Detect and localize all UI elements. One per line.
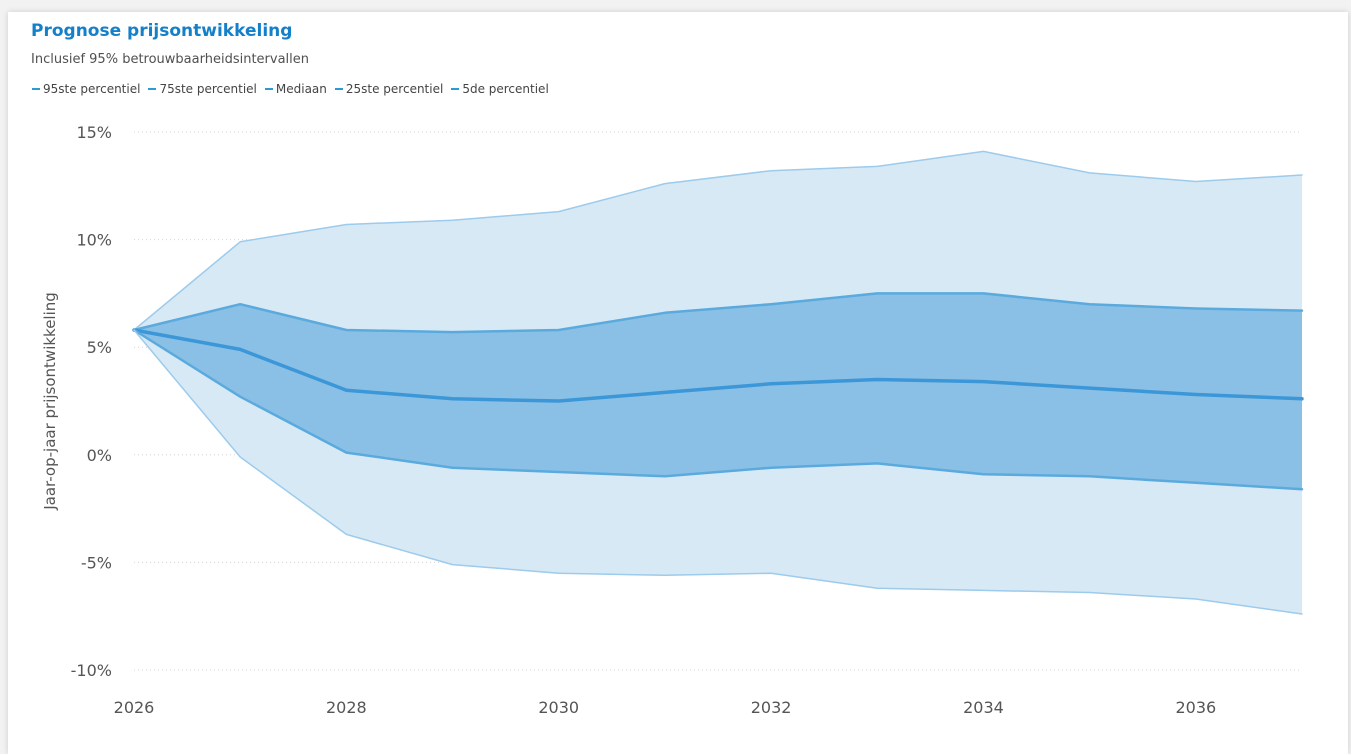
y-tick-label: 5% bbox=[87, 338, 112, 357]
legend-label: 75ste percentiel bbox=[159, 82, 257, 96]
legend: 95ste percentiel 75ste percentiel Mediaa… bbox=[32, 82, 557, 96]
series-line-median[interactable] bbox=[132, 328, 1304, 403]
x-tick-label: 2036 bbox=[1175, 698, 1216, 717]
legend-label: 25ste percentiel bbox=[345, 82, 444, 96]
y-tick-label: 0% bbox=[87, 446, 112, 465]
series-line-p75[interactable] bbox=[132, 292, 1304, 334]
x-tick-label: 2032 bbox=[751, 698, 792, 717]
legend-item-p5[interactable]: 5de percentiel bbox=[451, 82, 549, 96]
y-tick-label: -5% bbox=[81, 553, 112, 572]
inner-confidence-band bbox=[134, 293, 1302, 490]
legend-label: 95ste percentiel bbox=[43, 82, 141, 96]
x-tick-label: 2028 bbox=[326, 698, 367, 717]
series-line-p5[interactable] bbox=[133, 329, 1303, 615]
x-tick-label: 2034 bbox=[963, 698, 1004, 717]
legend-item-p75[interactable]: 75ste percentiel bbox=[148, 82, 257, 96]
y-tick-label: -10% bbox=[71, 661, 112, 680]
x-tick-label: 2026 bbox=[114, 698, 155, 717]
legend-marker bbox=[148, 88, 157, 90]
y-tick-label: 15% bbox=[76, 123, 112, 142]
series-line-p25[interactable] bbox=[132, 328, 1304, 491]
legend-label: 5de percentiel bbox=[462, 82, 549, 96]
legend-item-p95[interactable]: 95ste percentiel bbox=[32, 82, 140, 96]
legend-label: Mediaan bbox=[275, 82, 327, 96]
y-axis-title: Jaar-op-jaar prijsontwikkeling bbox=[41, 292, 59, 511]
legend-item-p25[interactable]: 25ste percentiel bbox=[334, 82, 444, 96]
y-tick-label: 10% bbox=[76, 231, 112, 250]
legend-marker bbox=[32, 88, 40, 90]
legend-marker bbox=[451, 88, 460, 90]
chart-title: Prognose prijsontwikkeling bbox=[31, 21, 293, 41]
series-line-p95[interactable] bbox=[133, 150, 1303, 331]
legend-item-median[interactable]: Mediaan bbox=[264, 82, 327, 96]
legend-marker bbox=[334, 88, 343, 90]
legend-marker bbox=[264, 88, 273, 90]
chart-subtitle: Inclusief 95% betrouwbaarheidsintervalle… bbox=[31, 52, 310, 67]
x-tick-label: 2030 bbox=[538, 698, 579, 717]
